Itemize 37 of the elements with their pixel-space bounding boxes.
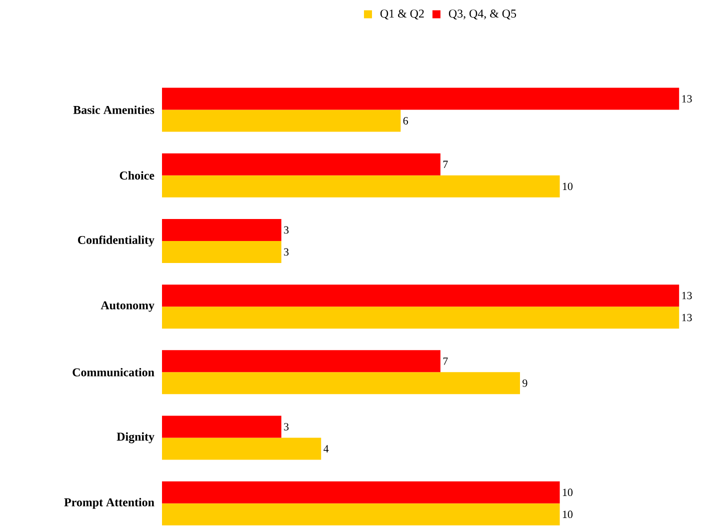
y-tick-label: Dignity (116, 432, 154, 444)
bar (162, 416, 282, 438)
data-label: 9 (522, 379, 528, 387)
bar (162, 153, 440, 176)
data-label: 13 (682, 95, 692, 102)
bar (162, 503, 560, 526)
data-label: 10 (562, 510, 573, 518)
data-label: 7 (443, 358, 448, 365)
bar (162, 438, 322, 460)
data-label: 3 (284, 423, 289, 430)
bar (162, 175, 560, 198)
data-label: 13 (682, 292, 692, 300)
y-tick-label: Confidentiality (78, 235, 154, 246)
data-label: 3 (284, 248, 289, 256)
data-label: 10 (562, 182, 573, 190)
data-label: 3 (284, 226, 289, 234)
y-tick-label: Autonomy (100, 301, 154, 312)
y-tick-label: Choice (120, 171, 154, 180)
bar (162, 110, 401, 132)
data-label: 7 (443, 160, 448, 168)
bar (162, 88, 680, 110)
legend-label: Q1 & Q2 (380, 10, 424, 20)
data-label: 10 (562, 488, 573, 496)
y-tick-label: Basic Amenities (73, 106, 154, 114)
bar (162, 284, 680, 307)
bar (162, 481, 560, 504)
data-label: 13 (682, 314, 692, 322)
bar (162, 218, 282, 241)
y-tick-label: Prompt Attention (64, 498, 154, 509)
data-label: 6 (403, 117, 408, 124)
bar (162, 350, 440, 372)
y-tick-label: Communication (72, 368, 154, 376)
legend-label: Q3, Q4, & Q5 (448, 10, 516, 20)
bar (162, 372, 520, 394)
data-label: 4 (324, 445, 329, 452)
bar (162, 306, 680, 329)
bar (162, 240, 282, 263)
